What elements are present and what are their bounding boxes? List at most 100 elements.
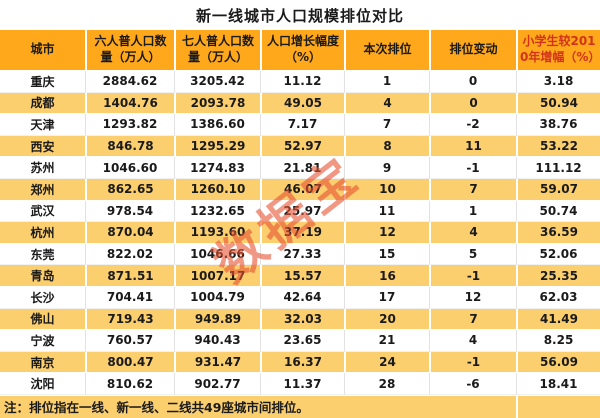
table-header: 城市 六人普人口数量（万人） 七人普人口数量（万人） 人口增长幅度（%） 本次排… (0, 30, 600, 71)
value-cell: 21 (344, 330, 429, 352)
value-cell: -6 (429, 373, 516, 395)
value-cell: 846.78 (85, 135, 174, 158)
value-cell: 27.33 (260, 243, 344, 266)
col-header-rank-change: 排位变动 (429, 30, 516, 71)
value-cell: 32.03 (260, 308, 344, 331)
table-row: 武汉 978.54 1232.65 25.97 11 1 50.74 (0, 200, 600, 223)
value-cell: 18.41 (516, 373, 600, 395)
value-cell: -2 (429, 114, 516, 136)
value-cell: 1295.29 (174, 135, 260, 158)
value-cell: 1386.60 (174, 114, 260, 136)
value-cell: 760.57 (85, 330, 174, 352)
value-cell: 23.65 (260, 330, 344, 352)
table-row: 青岛 871.51 1007.17 15.57 16 -1 25.35 (0, 265, 600, 287)
value-cell: 704.41 (85, 286, 174, 309)
value-cell: 1293.82 (85, 114, 174, 136)
value-cell: 1 (344, 71, 429, 93)
value-cell: 800.47 (85, 351, 174, 374)
value-cell: 870.04 (85, 222, 174, 244)
value-cell: 8.25 (516, 330, 600, 352)
value-cell: -1 (429, 351, 516, 374)
table-row: 西安 846.78 1295.29 52.97 8 11 53.22 (0, 135, 600, 158)
city-cell: 青岛 (0, 265, 85, 287)
value-cell: 3205.42 (174, 71, 260, 93)
value-cell: 50.94 (516, 92, 600, 115)
value-cell: -1 (429, 157, 516, 179)
city-cell: 佛山 (0, 308, 85, 331)
value-cell: 15 (344, 243, 429, 266)
value-cell: 16.37 (260, 351, 344, 374)
value-cell: -1 (429, 265, 516, 287)
value-cell: 38.76 (516, 114, 600, 136)
population-table: 城市 六人普人口数量（万人） 七人普人口数量（万人） 人口增长幅度（%） 本次排… (0, 30, 600, 418)
value-cell: 7 (429, 178, 516, 201)
value-cell: 111.12 (516, 157, 600, 179)
value-cell: 56.09 (516, 351, 600, 374)
value-cell: 37.19 (260, 222, 344, 244)
value-cell: 0 (429, 92, 516, 115)
value-cell: 41.49 (516, 308, 600, 331)
value-cell: 902.77 (174, 373, 260, 395)
value-cell: 1046.60 (85, 157, 174, 179)
city-cell: 南京 (0, 351, 85, 374)
value-cell: 1232.65 (174, 200, 260, 223)
col-header-growth-rate: 人口增长幅度（%） (260, 30, 344, 71)
value-cell: 7 (344, 114, 429, 136)
value-cell: 53.22 (516, 135, 600, 158)
value-cell: 4 (344, 92, 429, 115)
value-cell: 11.12 (260, 71, 344, 93)
value-cell: 11 (429, 135, 516, 158)
value-cell: 2884.62 (85, 71, 174, 93)
value-cell: 28 (344, 373, 429, 395)
city-cell: 重庆 (0, 71, 85, 93)
value-cell: 42.64 (260, 286, 344, 309)
col-header-pupil-growth: 小学生较2010年增幅（%） (516, 30, 600, 71)
value-cell: 1404.76 (85, 92, 174, 115)
value-cell: 940.43 (174, 330, 260, 352)
col-header-census6-population: 六人普人口数量（万人） (85, 30, 174, 71)
header-row: 城市 六人普人口数量（万人） 七人普人口数量（万人） 人口增长幅度（%） 本次排… (0, 30, 600, 71)
table-footer: 注：排位指在一线、新一线、二线共49座城市间排位。 (0, 394, 600, 418)
table-row: 重庆 2884.62 3205.42 11.12 1 0 3.18 (0, 71, 600, 93)
city-cell: 成都 (0, 92, 85, 115)
page-title: 新一线城市人口规模排位对比 (195, 6, 404, 25)
value-cell: 978.54 (85, 200, 174, 223)
value-cell: 49.05 (260, 92, 344, 115)
table-row: 苏州 1046.60 1274.83 21.81 9 -1 111.12 (0, 157, 600, 179)
table-body: 重庆 2884.62 3205.42 11.12 1 0 3.18 成都 1404.76 2093… (0, 71, 600, 395)
value-cell: 810.62 (85, 373, 174, 395)
value-cell: 2093.78 (174, 92, 260, 115)
city-cell: 西安 (0, 135, 85, 158)
value-cell: 36.59 (516, 222, 600, 244)
table-row: 杭州 870.04 1193.60 37.19 12 4 36.59 (0, 222, 600, 244)
value-cell: 5 (429, 243, 516, 266)
value-cell: 871.51 (85, 265, 174, 287)
value-cell: 1193.60 (174, 222, 260, 244)
value-cell: 1046.66 (174, 243, 260, 266)
value-cell: 62.03 (516, 286, 600, 309)
value-cell: 20 (344, 308, 429, 331)
value-cell: 10 (344, 178, 429, 201)
value-cell: 24 (344, 351, 429, 374)
city-cell: 宁波 (0, 330, 85, 352)
value-cell: 11 (344, 200, 429, 223)
value-cell: 822.02 (85, 243, 174, 266)
value-cell: 949.89 (174, 308, 260, 331)
value-cell: 1004.79 (174, 286, 260, 309)
city-cell: 郑州 (0, 178, 85, 201)
table-row: 宁波 760.57 940.43 23.65 21 4 8.25 (0, 330, 600, 352)
value-cell: 0 (429, 71, 516, 93)
table-row: 天津 1293.82 1386.60 7.17 7 -2 38.76 (0, 114, 600, 136)
value-cell: 9 (344, 157, 429, 179)
table-row: 南京 800.47 931.47 16.37 24 -1 56.09 (0, 351, 600, 374)
city-cell: 苏州 (0, 157, 85, 179)
city-cell: 天津 (0, 114, 85, 136)
value-cell: 11.37 (260, 373, 344, 395)
value-cell: 50.74 (516, 200, 600, 223)
value-cell: 1274.83 (174, 157, 260, 179)
table-row: 长沙 704.41 1004.79 42.64 17 12 62.03 (0, 286, 600, 309)
value-cell: 46.07 (260, 178, 344, 201)
footnote-text: 注：排位指在一线、新一线、二线共49座城市间排位。 (0, 394, 516, 418)
value-cell: 4 (429, 222, 516, 244)
value-cell: 3.18 (516, 71, 600, 93)
